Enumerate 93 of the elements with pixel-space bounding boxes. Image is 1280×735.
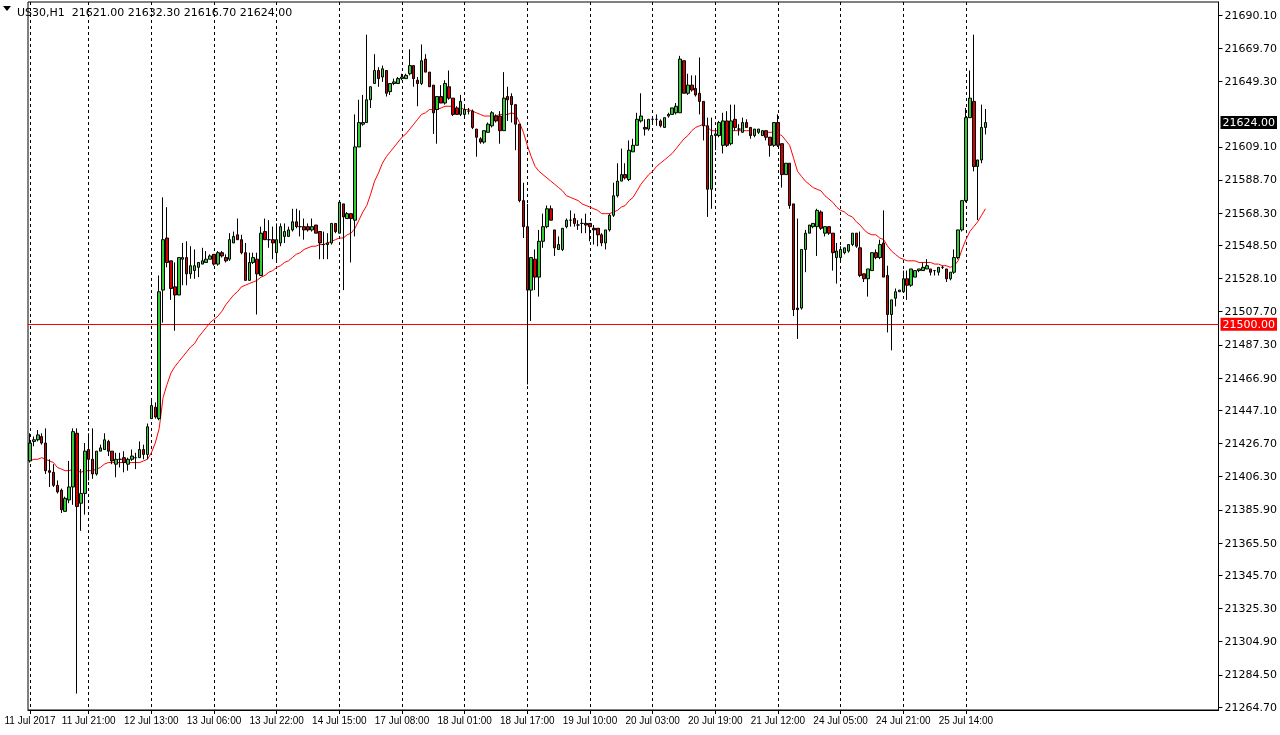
candlestick	[459, 94, 462, 117]
x-tick-label: 20 Jul 19:00	[688, 714, 743, 726]
ref-line-label: 21500.00	[1222, 317, 1276, 331]
candlestick	[193, 248, 196, 280]
candlestick	[114, 452, 118, 478]
y-tick-label: 21406.30	[1224, 470, 1278, 484]
candlestick	[396, 76, 400, 84]
candlestick	[122, 450, 126, 473]
candlestick	[573, 213, 576, 228]
candlestick	[310, 218, 314, 233]
candlestick	[322, 231, 325, 260]
candlestick	[761, 130, 764, 137]
x-tick-label: 18 Jul 17:00	[500, 714, 555, 726]
x-tick-label: 25 Jul 14:00	[938, 714, 994, 726]
y-tick-label: 21649.30	[1224, 74, 1278, 88]
candlestick	[580, 218, 584, 234]
x-tick-label: 21 Jul 12:00	[750, 714, 806, 726]
x-tick-label: 14 Jul 15:00	[312, 714, 368, 726]
candlestick	[670, 107, 674, 115]
y-tick-label: 21345.70	[1224, 568, 1278, 582]
y-tick-label: 21690.10	[1224, 8, 1278, 22]
candlestick	[36, 429, 40, 442]
candlestick	[342, 203, 345, 291]
candlestick	[365, 34, 368, 124]
candlestick	[815, 208, 819, 257]
candlestick	[678, 55, 682, 114]
y-tick-label: 21609.10	[1224, 140, 1278, 154]
candlestick	[298, 209, 302, 237]
y-tick-label: 21264.70	[1224, 700, 1278, 714]
candlestick	[173, 261, 177, 332]
candlestick	[475, 128, 478, 158]
candlestick	[894, 287, 897, 307]
candlestick	[627, 139, 631, 182]
candlestick	[729, 104, 733, 146]
y-tick-label: 21528.10	[1224, 272, 1278, 286]
candlestick	[905, 270, 909, 301]
candlestick	[921, 261, 925, 272]
candlestick	[741, 117, 744, 133]
candlestick	[659, 118, 662, 128]
x-tick-label: 11 Jul 2017	[4, 714, 56, 726]
candlestick	[204, 250, 208, 263]
y-tick-label: 21588.70	[1224, 173, 1278, 187]
x-tick-label: 18 Jul 01:00	[437, 714, 493, 726]
x-tick-label: 11 Jul 21:00	[61, 714, 117, 726]
candlestick	[858, 231, 862, 278]
chart-title: US30,H1 21621.00 21632.30 21616.70 21624.00	[17, 6, 293, 19]
y-tick-label: 21284.50	[1224, 668, 1278, 682]
candlestick	[385, 69, 388, 98]
candlestick	[471, 109, 474, 130]
candlestick	[721, 112, 725, 154]
x-tick-label: 12 Jul 13:00	[124, 714, 180, 726]
candlestick	[561, 227, 564, 252]
candlestick	[596, 227, 600, 247]
candlestick	[216, 250, 220, 267]
candlestick	[185, 240, 188, 286]
text: 21624.00	[1222, 116, 1276, 130]
y-tick-label: 21507.70	[1224, 305, 1278, 319]
candlestick	[569, 209, 572, 228]
candlestick	[600, 232, 603, 247]
candlestick	[228, 232, 231, 262]
y-tick-label: 21487.30	[1224, 338, 1278, 352]
y-tick-label: 21466.90	[1224, 371, 1278, 385]
candlestick	[663, 117, 666, 128]
candlestick	[91, 427, 94, 480]
candlestick	[690, 74, 694, 93]
candlestick	[757, 128, 760, 135]
candlestick	[75, 427, 79, 695]
x-tick-label: 19 Jul 10:00	[562, 714, 618, 726]
candlestick	[373, 53, 376, 84]
candlestick	[553, 229, 556, 257]
y-tick-label: 21548.50	[1224, 238, 1278, 252]
x-tick-label: 13 Jul 06:00	[186, 714, 242, 726]
y-tick-label: 21385.90	[1224, 503, 1278, 517]
candlestick	[146, 423, 149, 460]
y-tick-label: 21669.70	[1224, 41, 1278, 55]
x-tick-label: 13 Jul 22:00	[249, 714, 305, 726]
candlestick	[753, 128, 756, 138]
y-tick-label: 21304.90	[1224, 635, 1278, 649]
candlestick	[937, 266, 940, 276]
candlestick	[647, 118, 650, 132]
y-tick-label: 21325.30	[1224, 601, 1278, 615]
y-tick-label: 21447.10	[1224, 403, 1278, 417]
x-tick-label: 20 Jul 03:00	[625, 714, 681, 726]
y-tick-label: 21426.70	[1224, 437, 1278, 451]
candlestick	[283, 222, 286, 244]
candlestick	[565, 218, 568, 229]
y-tick-label: 21568.30	[1224, 206, 1278, 220]
x-tick-label: 24 Jul 21:00	[876, 714, 931, 726]
candlestick	[291, 208, 294, 233]
y-tick-label: 21365.50	[1224, 536, 1278, 550]
x-tick-label: 17 Jul 08:00	[374, 714, 430, 726]
candlestick	[945, 268, 948, 283]
x-tick-label: 24 Jul 05:00	[813, 714, 869, 726]
